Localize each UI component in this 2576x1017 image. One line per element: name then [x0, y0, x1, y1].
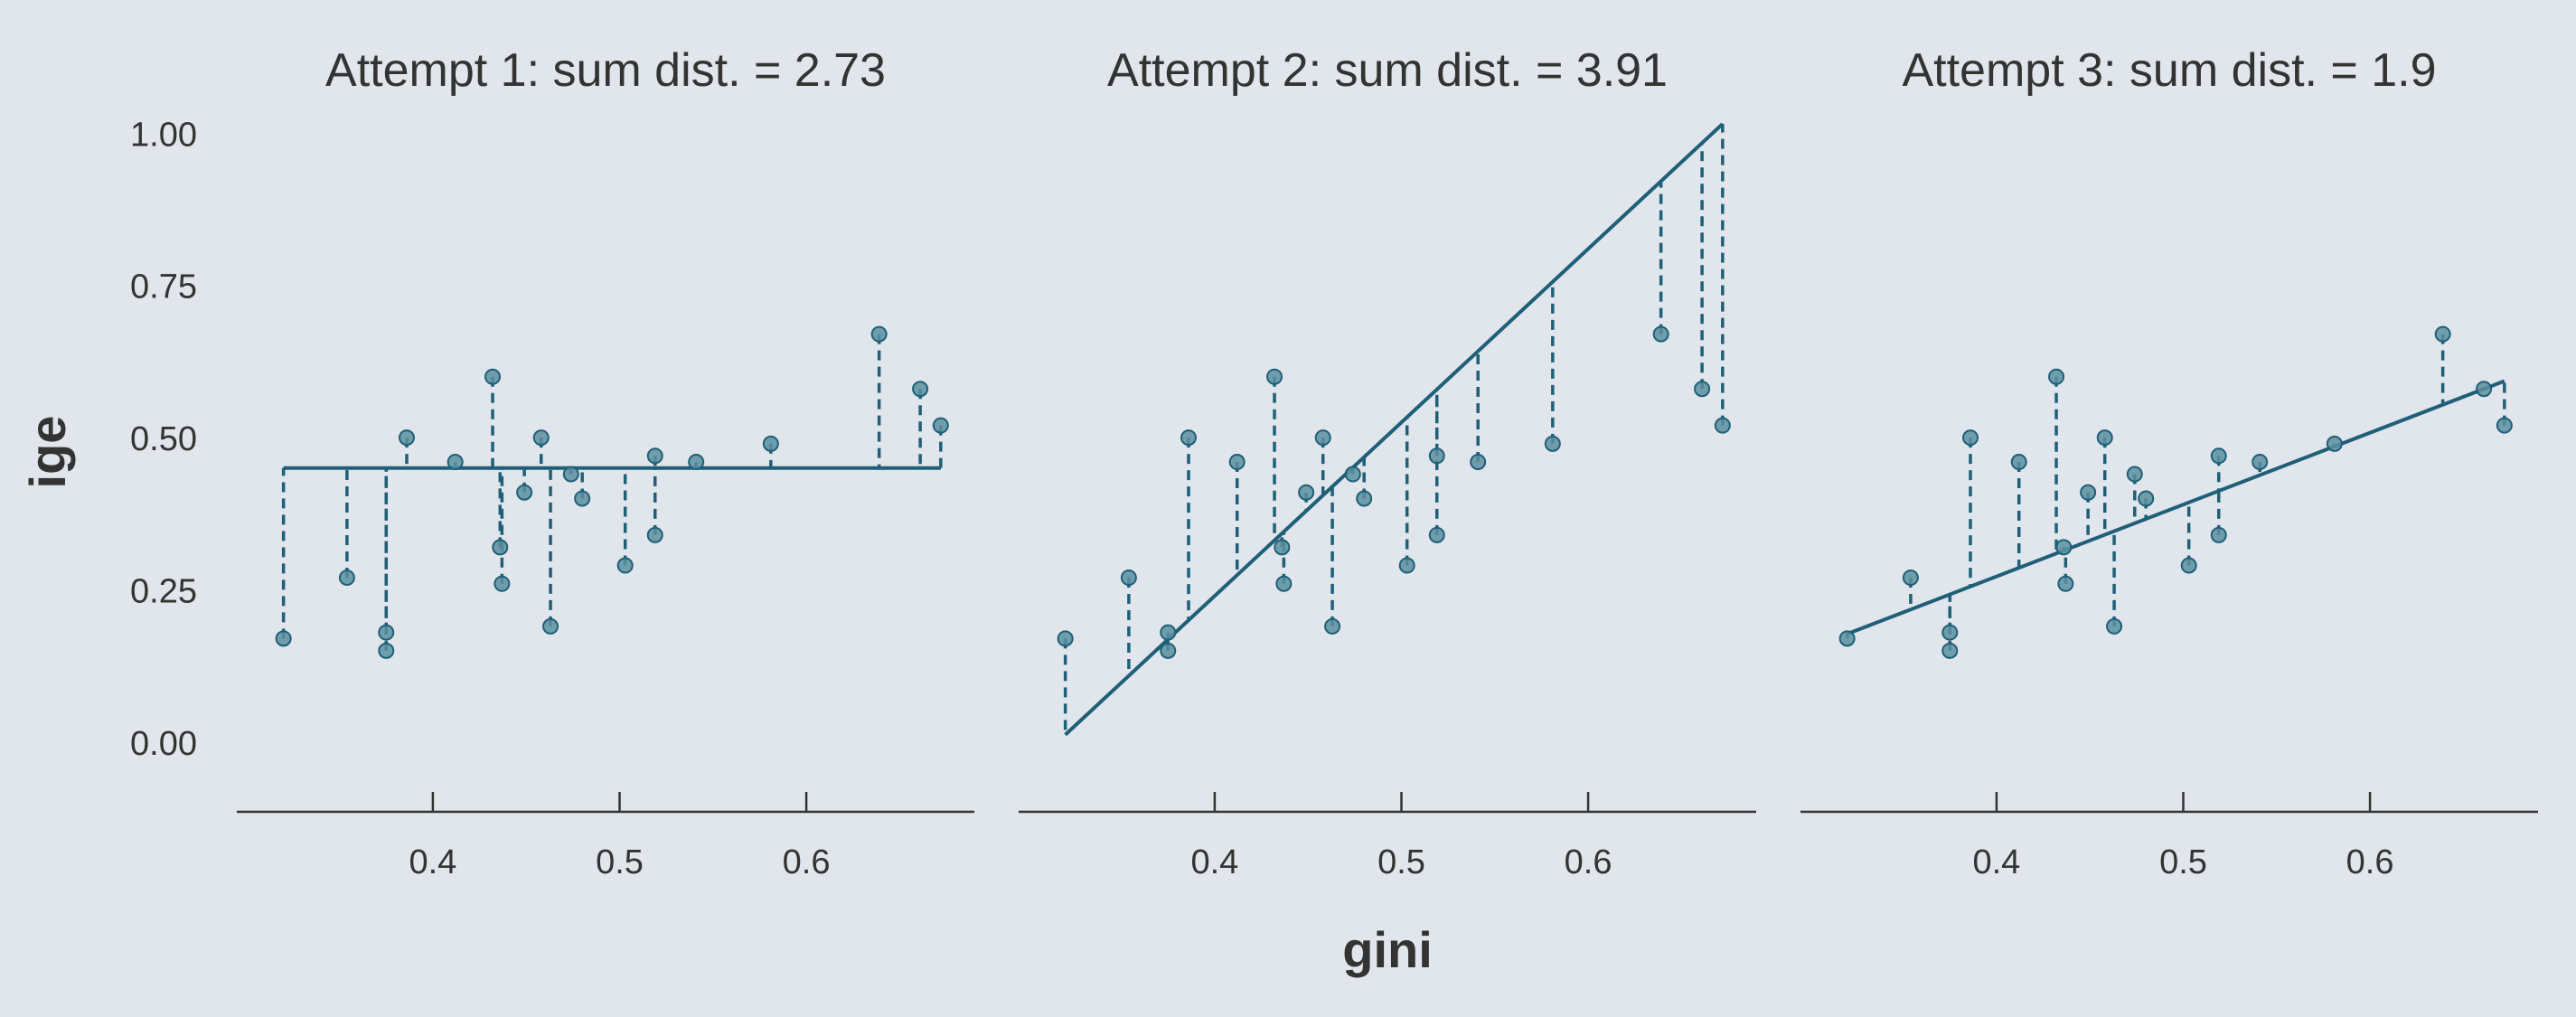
data-point — [2080, 484, 2097, 501]
data-point — [1160, 642, 1177, 659]
x-axis-title: gini — [1342, 921, 1433, 978]
fit-line — [1846, 379, 2505, 636]
data-point — [646, 526, 663, 543]
data-point — [562, 466, 579, 483]
data-point — [542, 617, 559, 635]
data-point — [1652, 325, 1669, 343]
data-point — [1961, 429, 1979, 447]
data-point — [1356, 490, 1373, 507]
x-tick-label: 0.4 — [409, 843, 456, 881]
data-point — [484, 368, 502, 385]
data-point — [1398, 557, 1415, 574]
y-tick-label: 0.00 — [130, 725, 197, 763]
data-point — [532, 429, 550, 447]
data-point — [1941, 624, 1959, 641]
data-point — [1428, 447, 1445, 465]
data-point — [1228, 454, 1246, 471]
data-point — [2476, 381, 2493, 398]
data-point — [870, 325, 888, 343]
panel-2: Attempt 2: sum dist. = 3.91 0.4 0.5 0.6 — [1019, 44, 1756, 881]
data-point — [1344, 466, 1361, 483]
y-tick-label: 1.00 — [130, 116, 197, 154]
data-point — [378, 624, 395, 641]
data-point — [2096, 429, 2113, 447]
x-tick-label: 0.5 — [1377, 843, 1425, 881]
data-point — [1314, 429, 1331, 447]
y-tick-labels: 0.00 0.25 0.50 0.75 1.00 — [130, 116, 197, 763]
data-point — [646, 447, 663, 465]
data-point — [2252, 454, 2269, 471]
data-point — [2326, 435, 2343, 452]
data-point — [616, 557, 634, 574]
data-point — [1324, 617, 1341, 635]
x-tick-label: 0.5 — [596, 843, 644, 881]
data-point — [516, 484, 533, 501]
x-tick-label: 0.6 — [2346, 843, 2394, 881]
panel-3: Attempt 3: sum dist. = 1.9 0.4 0.5 0.6 — [1800, 44, 2538, 881]
data-point — [398, 429, 415, 447]
data-point — [2210, 447, 2227, 465]
y-axis-title: ige — [19, 416, 76, 489]
y-tick-label: 0.25 — [130, 572, 197, 610]
data-point — [1714, 417, 1731, 434]
data-point — [2048, 368, 2065, 385]
panel-title: Attempt 1: sum dist. = 2.73 — [325, 44, 886, 97]
data-point — [1428, 526, 1445, 543]
x-tick-label: 0.4 — [1190, 843, 1238, 881]
data-point — [1266, 368, 1283, 385]
data-point — [2210, 526, 2227, 543]
x-tick-label: 0.6 — [783, 843, 831, 881]
panel-title: Attempt 3: sum dist. = 1.9 — [1902, 44, 2436, 97]
panels-layer: Attempt 1: sum dist. = 2.730.4 0.5 0.6Atte… — [237, 44, 2538, 881]
data-point — [492, 539, 509, 556]
data-point — [1694, 381, 1711, 398]
fit-line — [1064, 122, 1725, 737]
data-point — [1180, 429, 1197, 447]
data-point — [762, 435, 779, 452]
panel-title: Attempt 2: sum dist. = 3.91 — [1107, 44, 1668, 97]
data-point — [912, 381, 929, 398]
data-point — [2434, 325, 2451, 343]
data-point — [1057, 630, 1074, 647]
data-point — [2180, 557, 2197, 574]
data-point — [1275, 575, 1293, 592]
data-point — [1298, 484, 1315, 501]
data-point — [1120, 570, 1137, 587]
data-point — [1941, 642, 1959, 659]
x-tick-label: 0.5 — [2159, 843, 2207, 881]
data-point — [1274, 539, 1291, 556]
data-point — [1544, 435, 1561, 452]
data-point — [2010, 454, 2027, 471]
data-point — [378, 642, 395, 659]
data-point — [932, 417, 949, 434]
y-tick-label: 0.75 — [130, 268, 197, 306]
data-point — [1470, 454, 1487, 471]
data-point — [338, 570, 355, 587]
data-point — [275, 630, 292, 647]
x-tick-label: 0.4 — [1972, 843, 2020, 881]
data-point — [688, 454, 705, 471]
x-tick-label: 0.6 — [1565, 843, 1612, 881]
data-point — [2055, 539, 2073, 556]
data-point — [574, 490, 591, 507]
data-point — [2057, 575, 2074, 592]
data-point — [1160, 624, 1177, 641]
data-point — [2106, 617, 2123, 635]
panel-1: Attempt 1: sum dist. = 2.73 0.4 0.5 0.6 — [237, 44, 974, 881]
data-point — [1838, 630, 1856, 647]
y-tick-label: 0.50 — [130, 420, 197, 458]
data-point — [494, 575, 511, 592]
data-point — [2496, 417, 2513, 434]
data-point — [2126, 466, 2143, 483]
data-point — [1902, 570, 1919, 587]
data-point — [2138, 490, 2155, 507]
data-point — [447, 454, 464, 471]
